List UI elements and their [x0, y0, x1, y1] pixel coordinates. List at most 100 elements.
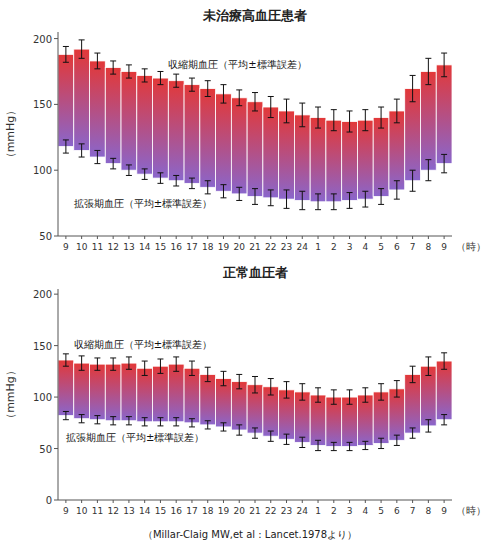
source-text: （Millar-Claig MW,et al : Lancet.1978より） [143, 529, 357, 540]
range-bar [263, 107, 279, 198]
error-bar-cap [441, 76, 447, 77]
error-bar-cap [441, 154, 447, 155]
error-bar-cap [142, 361, 148, 362]
error-bar [142, 418, 148, 426]
error-bar-stem [333, 442, 334, 450]
error-bar [425, 420, 431, 432]
error-bar-cap [126, 416, 132, 417]
error-bar-cap [299, 126, 305, 127]
error-bar [268, 431, 274, 441]
error-bar [110, 358, 116, 370]
error-bar-cap [347, 132, 353, 133]
error-bar-stem [349, 111, 350, 132]
error-bar-cap [63, 153, 69, 154]
error-bar-cap [299, 383, 305, 384]
error-bar-cap [173, 87, 179, 88]
error-bar-cap [331, 389, 337, 390]
range-bar [121, 363, 137, 421]
error-bar-cap [378, 204, 384, 205]
x-tick-label: 16 [170, 242, 182, 252]
error-bar-cap [142, 375, 148, 376]
error-bar-cap [94, 150, 100, 151]
x-tick [286, 500, 287, 503]
error-bar [410, 366, 416, 382]
x-tick-label: 11 [92, 506, 103, 516]
error-bar-cap [110, 74, 116, 75]
y-tick-label: 100 [33, 392, 52, 403]
error-bar [268, 96, 274, 117]
marks [58, 40, 452, 210]
error-bar-cap [410, 75, 416, 76]
error-bar-stem [302, 384, 303, 400]
error-bar [299, 103, 305, 127]
error-bar-stem [349, 390, 350, 404]
error-bar-stem [365, 191, 366, 207]
error-bar-cap [284, 381, 290, 382]
error-bar-stem [333, 110, 334, 131]
error-bar-stem [286, 99, 287, 123]
y-tick-label: 100 [33, 165, 52, 176]
error-bar-cap [126, 164, 132, 165]
error-bar-cap [441, 172, 447, 173]
error-bar [63, 411, 69, 419]
error-bar-cap [362, 130, 368, 131]
error-bar [299, 191, 305, 209]
error-bar-cap [315, 402, 321, 403]
error-bar-cap [284, 398, 290, 399]
error-bar-cap [268, 378, 274, 379]
error-bar-cap [347, 192, 353, 193]
error-bar [126, 165, 132, 176]
x-tick-label: 22 [265, 506, 276, 516]
x-tick-label: 1 [315, 242, 321, 252]
error-bar [315, 388, 321, 402]
error-bar [236, 425, 242, 435]
error-bar-cap [94, 415, 100, 416]
range-bar [137, 75, 153, 174]
error-bar-cap [110, 158, 116, 159]
error-bar-cap [252, 92, 258, 93]
error-bar-cap [157, 84, 163, 85]
error-bar-cap [394, 122, 400, 123]
error-bar [331, 194, 337, 210]
error-bar-cap [173, 417, 179, 418]
error-bar-cap [347, 110, 353, 111]
error-bar-cap [189, 375, 195, 376]
range-bar [74, 363, 90, 419]
error-bar-stem [412, 366, 413, 382]
error-bar-cap [142, 68, 148, 69]
error-bar-cap [205, 80, 211, 81]
range-bar [121, 71, 137, 170]
error-bar-cap [205, 367, 211, 368]
x-tick [223, 236, 224, 239]
error-bar-cap [142, 425, 148, 426]
error-bar-stem [270, 431, 271, 441]
error-bar-cap [142, 82, 148, 83]
error-bar [205, 81, 211, 97]
error-bar-stem [81, 40, 82, 58]
x-tick-label: 18 [202, 506, 214, 516]
error-bar [284, 99, 290, 123]
error-bar-cap [173, 356, 179, 357]
error-bar-cap [157, 373, 163, 374]
error-bar-stem [128, 357, 129, 369]
error-bar [94, 358, 100, 370]
error-bar-cap [425, 356, 431, 357]
error-bar-cap [252, 427, 258, 428]
error-bar-stem [160, 359, 161, 373]
y-tick [54, 104, 58, 105]
x-tick [396, 500, 397, 503]
error-bar [126, 417, 132, 425]
range-bar [389, 111, 405, 190]
error-bar-cap [315, 107, 321, 108]
error-bar [425, 58, 431, 84]
x-tick [176, 500, 177, 503]
error-bar-stem [349, 193, 350, 209]
error-bar [126, 65, 132, 78]
error-bar-cap [205, 96, 211, 97]
error-bar-stem [128, 417, 129, 425]
error-bar-cap [331, 450, 337, 451]
error-bar-cap [110, 168, 116, 169]
range-bar [200, 374, 216, 424]
error-bar-stem [223, 371, 224, 385]
range-bar [310, 118, 326, 202]
